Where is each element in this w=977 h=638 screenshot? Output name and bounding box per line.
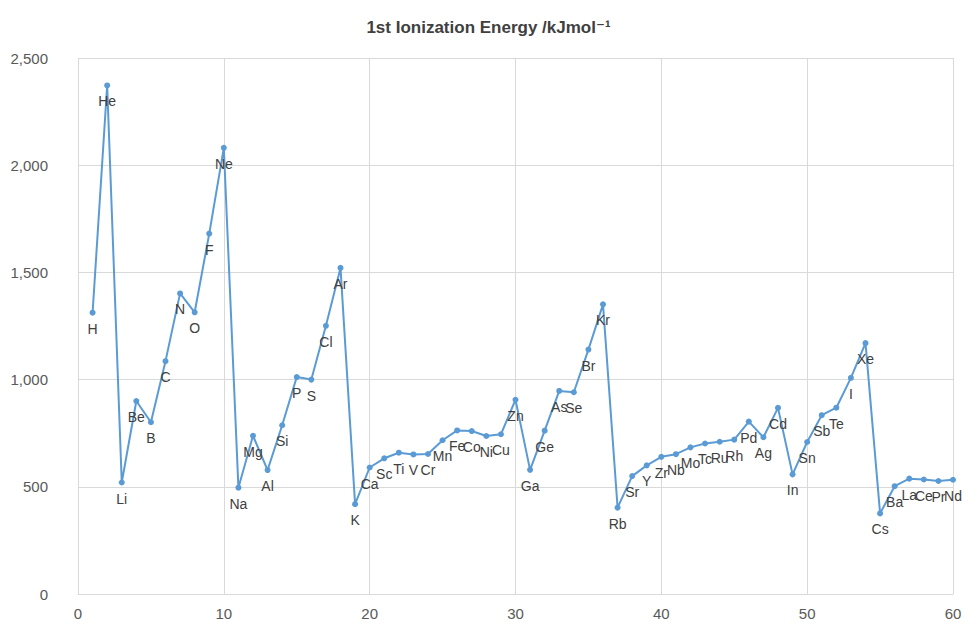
svg-text:Mn: Mn bbox=[432, 448, 453, 465]
svg-text:Sc: Sc bbox=[376, 466, 392, 482]
svg-text:Cs: Cs bbox=[872, 521, 889, 537]
svg-text:Cl: Cl bbox=[319, 334, 332, 350]
svg-text:Cd: Cd bbox=[769, 416, 787, 432]
svg-text:Rh: Rh bbox=[725, 448, 743, 464]
svg-text:C: C bbox=[160, 369, 170, 385]
svg-text:I: I bbox=[849, 386, 853, 402]
svg-text:He: He bbox=[98, 93, 116, 109]
svg-text:Se: Se bbox=[565, 400, 582, 416]
svg-text:Ru: Ru bbox=[710, 449, 729, 466]
svg-text:Pd: Pd bbox=[740, 430, 757, 446]
svg-text:Ba: Ba bbox=[886, 494, 904, 511]
svg-text:Ag: Ag bbox=[755, 445, 772, 461]
svg-text:Ca: Ca bbox=[360, 475, 379, 492]
svg-text:1,000: 1,000 bbox=[10, 371, 48, 388]
svg-text:O: O bbox=[189, 320, 200, 336]
svg-text:2,000: 2,000 bbox=[10, 157, 48, 174]
svg-text:0: 0 bbox=[40, 586, 48, 603]
svg-text:Co: Co bbox=[463, 439, 481, 455]
svg-text:F: F bbox=[205, 242, 214, 258]
svg-text:V: V bbox=[409, 462, 419, 478]
svg-text:P: P bbox=[292, 385, 301, 401]
svg-text:20: 20 bbox=[361, 605, 378, 622]
svg-text:Sb: Sb bbox=[813, 423, 830, 439]
svg-text:Al: Al bbox=[261, 478, 273, 494]
svg-text:Fe: Fe bbox=[449, 438, 466, 455]
svg-text:1,500: 1,500 bbox=[10, 264, 48, 281]
svg-text:Y: Y bbox=[642, 473, 652, 489]
svg-text:Ni: Ni bbox=[480, 444, 493, 460]
svg-text:Cu: Cu bbox=[492, 442, 510, 458]
svg-text:Te: Te bbox=[829, 416, 844, 432]
svg-text:40: 40 bbox=[653, 605, 670, 622]
svg-text:50: 50 bbox=[799, 605, 816, 622]
svg-text:2,500: 2,500 bbox=[10, 50, 48, 67]
svg-text:Ge: Ge bbox=[535, 439, 554, 455]
svg-text:Sn: Sn bbox=[799, 450, 816, 466]
svg-text:Rb: Rb bbox=[609, 516, 627, 532]
svg-text:Be: Be bbox=[128, 409, 145, 425]
svg-text:H: H bbox=[88, 321, 98, 337]
svg-text:1st Ionization Energy /kJmol⁻¹: 1st Ionization Energy /kJmol⁻¹ bbox=[366, 18, 611, 37]
svg-text:30: 30 bbox=[507, 605, 524, 622]
svg-text:La: La bbox=[901, 486, 917, 503]
svg-text:Sr: Sr bbox=[625, 484, 639, 500]
svg-text:0: 0 bbox=[74, 605, 82, 622]
svg-text:60: 60 bbox=[945, 605, 962, 622]
svg-text:Pr: Pr bbox=[931, 489, 946, 505]
svg-text:Ar: Ar bbox=[334, 276, 348, 292]
svg-text:10: 10 bbox=[215, 605, 232, 622]
svg-text:Na: Na bbox=[229, 496, 247, 512]
svg-text:Br: Br bbox=[581, 358, 595, 374]
svg-text:In: In bbox=[787, 482, 799, 498]
html-text:Zr Nb: Zr Nb bbox=[654, 462, 685, 481]
svg-text:K: K bbox=[350, 512, 360, 528]
svg-text:Mg: Mg bbox=[243, 444, 262, 460]
svg-text:Tc: Tc bbox=[698, 451, 713, 468]
svg-text:Li: Li bbox=[116, 491, 127, 507]
svg-text:Nd: Nd bbox=[944, 488, 962, 504]
svg-text:As: As bbox=[551, 399, 568, 415]
svg-text:Mo: Mo bbox=[680, 455, 701, 472]
svg-text:Xe: Xe bbox=[857, 351, 874, 367]
svg-text:Cr: Cr bbox=[421, 462, 436, 478]
svg-text:Kr: Kr bbox=[596, 312, 610, 328]
svg-text:Si: Si bbox=[276, 433, 288, 449]
svg-text:B: B bbox=[146, 430, 155, 446]
svg-text:500: 500 bbox=[23, 478, 48, 495]
svg-text:Ce: Ce bbox=[915, 488, 933, 504]
svg-text:N: N bbox=[175, 301, 185, 317]
svg-text:Zn: Zn bbox=[507, 408, 523, 424]
svg-text:S: S bbox=[307, 388, 316, 404]
svg-text:Ne: Ne bbox=[215, 156, 233, 172]
svg-text:Ti: Ti bbox=[393, 461, 404, 477]
svg-text:Ga: Ga bbox=[521, 478, 540, 494]
